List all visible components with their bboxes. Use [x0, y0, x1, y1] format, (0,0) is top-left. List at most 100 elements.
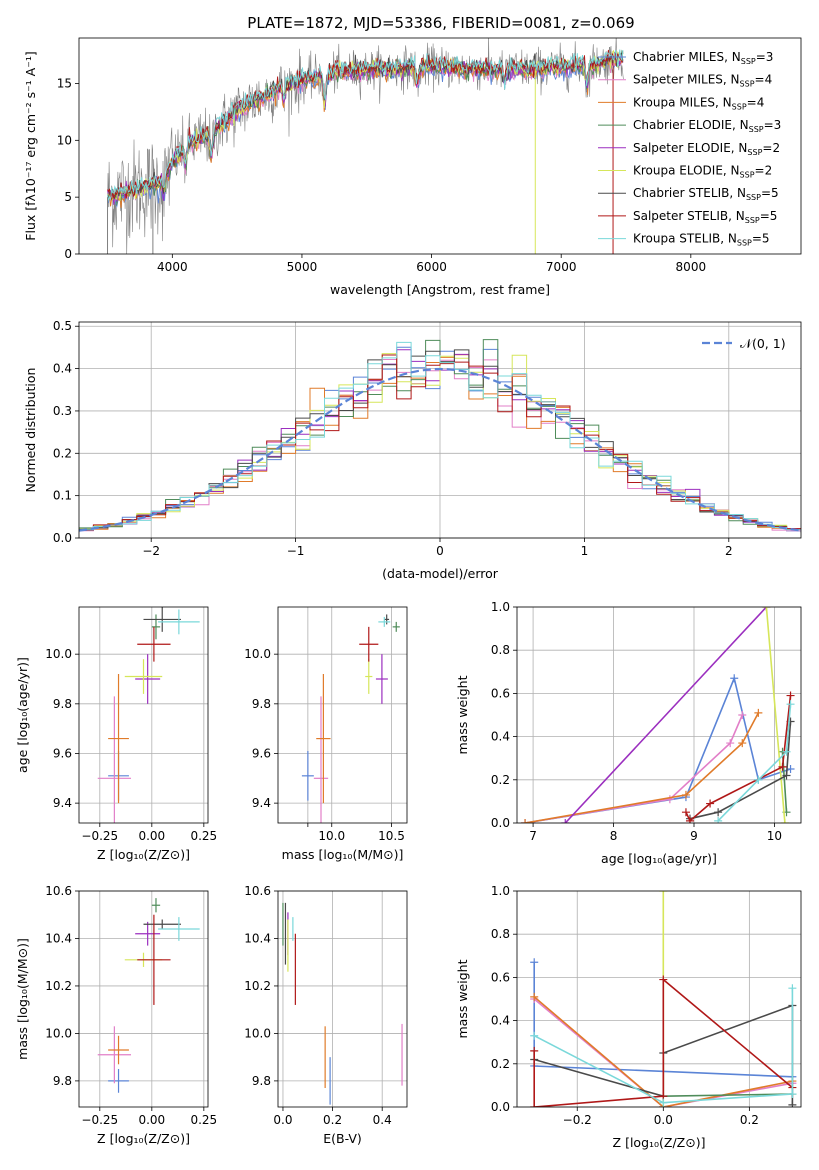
- legend: Chabrier MILES, NSSP=3 Salpeter MILES, NS…: [598, 50, 781, 248]
- y-tick-label: 9.6: [252, 746, 271, 760]
- plot-area: [282, 902, 403, 1105]
- weight-marker: [780, 819, 789, 823]
- weight-marker: [786, 765, 795, 773]
- legend-entry: Salpeter MILES, NSSP=4: [633, 73, 772, 89]
- y-tick-label: 0.5: [53, 319, 72, 333]
- x-tick-label: 1: [581, 544, 589, 558]
- normal-reference-curve: [79, 367, 801, 532]
- spectrum-model-chabrier-miles: [107, 58, 624, 209]
- weight-marker: [786, 691, 795, 700]
- axes-frame: [78, 890, 209, 1108]
- legend-entry: 𝒩(0, 1): [740, 336, 786, 351]
- errorbar-point: [359, 626, 379, 662]
- y-axis-label: mass weight: [455, 675, 470, 754]
- y-tick-label: 9.6: [53, 746, 72, 760]
- x-tick-label: 10: [767, 829, 782, 843]
- weight-line-kroupa-miles: [524, 712, 760, 823]
- x-tick-label: 0: [436, 544, 444, 558]
- weight-marker: [738, 739, 747, 748]
- x-tick-label: 9: [690, 829, 698, 843]
- y-tick-label: 0.4: [491, 1014, 510, 1028]
- x-tick-label: 6000: [416, 260, 447, 274]
- y-tick-label: 1.0: [491, 884, 510, 898]
- x-tick-label: −0.25: [81, 1113, 118, 1127]
- weight-marker: [681, 790, 690, 799]
- weight-line-kroupa-stelib: [717, 704, 792, 822]
- errorbar-point: [108, 1035, 129, 1065]
- x-tick-label: 0.25: [190, 1113, 217, 1127]
- errorbar-point: [158, 609, 200, 635]
- x-tick-label: 0.0: [273, 1113, 292, 1127]
- y-tick-label: 10.0: [45, 647, 72, 661]
- plot-area: [97, 607, 200, 823]
- x-tick-label: −1: [287, 544, 305, 558]
- y-tick-label: 1.0: [491, 600, 510, 614]
- y-tick-label: 10.0: [244, 647, 271, 661]
- y-tick-label: 9.8: [252, 697, 271, 711]
- errorbar-point: [137, 626, 171, 662]
- y-tick-label: 10.0: [45, 1026, 72, 1040]
- axes-frame: [277, 890, 408, 1108]
- y-tick-label: 0: [64, 247, 72, 261]
- weight-marker: [665, 795, 674, 804]
- errorbar-point: [301, 751, 314, 801]
- y-tick-label: 0.0: [53, 531, 72, 545]
- x-tick-label: 7000: [546, 260, 577, 274]
- y-axis-label: mass [log₁₀(M/M⊙)]: [15, 938, 30, 1060]
- weight-marker: [730, 674, 739, 683]
- axes-frame: [78, 321, 802, 539]
- weight-marker: [561, 819, 570, 823]
- y-tick-label: 10.4: [45, 931, 72, 945]
- x-axis-label: E(B-V): [323, 1131, 362, 1146]
- x-axis-label: (data-model)/error: [382, 566, 499, 581]
- plot-area: [301, 614, 400, 823]
- weight-marker: [714, 816, 723, 823]
- y-tick-label: 10.6: [45, 884, 72, 898]
- y-tick-label: 0.8: [491, 643, 510, 657]
- weight-marker: [754, 708, 763, 717]
- x-tick-label: 8: [610, 829, 618, 843]
- weight-line-kroupa-miles: [533, 996, 793, 1107]
- y-tick-label: 9.8: [252, 1074, 271, 1088]
- legend-entry: Chabrier STELIB, NSSP=5: [633, 186, 779, 202]
- x-tick-label: 5000: [287, 260, 318, 274]
- x-tick-label: 8000: [676, 260, 707, 274]
- errorbar-point: [392, 621, 400, 632]
- y-tick-label: 10.2: [244, 979, 271, 993]
- errorbar-point: [143, 919, 181, 929]
- errorbar-point: [158, 917, 200, 941]
- weight-marker: [530, 1103, 539, 1107]
- weight-marker: [685, 816, 694, 823]
- x-axis-label: Z [log₁₀(Z/Z⊙)]: [97, 1131, 190, 1146]
- plot-area: [97, 898, 200, 1093]
- legend-entry: Kroupa MILES, NSSP=4: [633, 95, 764, 111]
- axes-frame: [78, 37, 802, 255]
- y-tick-label: 9.8: [53, 697, 72, 711]
- errorbar-point: [384, 614, 390, 625]
- y-tick-label: 5: [64, 190, 72, 204]
- x-axis-label: Z [log₁₀(Z/Z⊙)]: [613, 1135, 706, 1150]
- axes-frame: [277, 606, 408, 824]
- spectrum-model-kroupa-stelib: [107, 49, 624, 201]
- figure-title: PLATE=1872, MJD=53386, FIBERID=0081, z=0…: [247, 14, 634, 32]
- x-tick-label: 2: [725, 544, 733, 558]
- x-tick-label: 0.2: [323, 1113, 342, 1127]
- errorbar-point: [108, 1069, 129, 1093]
- weight-line-salpeter-miles: [533, 998, 793, 1107]
- x-tick-label: 0.00: [138, 829, 165, 843]
- y-tick-label: 9.4: [53, 796, 72, 810]
- y-tick-label: 0.4: [53, 362, 72, 376]
- x-tick-label: −0.2: [563, 1113, 592, 1127]
- weight-marker: [530, 1046, 539, 1055]
- plot-area: [79, 339, 801, 533]
- errorbar-point: [316, 674, 331, 804]
- y-axis-label: age [log₁₀(age/yr)]: [15, 657, 30, 773]
- y-axis-label: Normed distribution: [23, 368, 38, 493]
- weight-marker: [521, 819, 530, 823]
- plot-area: [530, 891, 797, 1107]
- errorbar-point: [365, 659, 373, 694]
- y-tick-label: 0.2: [491, 773, 510, 787]
- axes-mass-vs-EBV: 0.0 0.2 0.4 9.8 10.0 10.2 10.4 10.6 E(B-V): [244, 884, 408, 1146]
- axes-spectrum: 4000 5000 6000 7000 8000 0 5 10 15 wavelength [An…: [23, 37, 802, 297]
- y-tick-label: 0.2: [491, 1057, 510, 1071]
